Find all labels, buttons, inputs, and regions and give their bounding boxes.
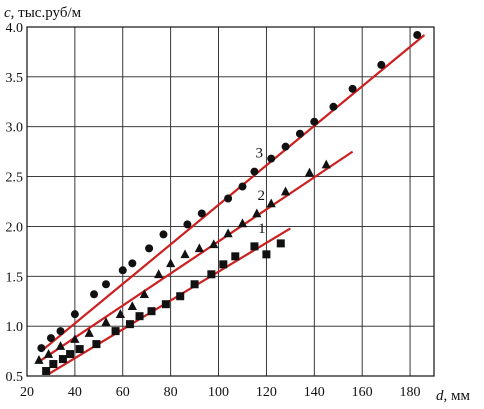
y-tick-label: 3.5 [6,71,24,86]
data-point-series-1 [147,307,156,316]
data-point-series-2 [70,334,80,343]
data-point-series-3 [238,182,247,191]
data-point-series-3 [70,310,79,319]
series-label-1: 1 [258,221,266,237]
trend-lines [40,34,426,375]
y-tick-label: 2.5 [6,171,24,186]
data-point-series-2 [43,349,54,358]
data-point-series-1 [176,292,185,301]
data-point-series-3 [118,266,127,275]
data-point-series-1 [231,252,240,261]
data-point-series-1 [75,345,84,354]
data-point-series-1 [111,327,120,336]
data-point-series-3 [145,244,154,253]
data-point-series-1 [135,312,144,321]
data-point-series-3 [267,154,276,163]
series-label-3: 3 [256,146,264,162]
data-point-series-1 [92,340,101,349]
data-point-series-2 [34,355,44,364]
data-point-series-2 [266,198,276,208]
data-point-series-1 [207,270,216,279]
x-tick-label: 40 [68,385,82,400]
x-tick-label: 140 [304,385,325,400]
data-point-series-3 [90,290,99,299]
data-point-series-1 [161,300,170,309]
data-point-series-1 [58,355,67,364]
data-point-series-1 [276,239,285,248]
series-labels: 1 2 3 [256,146,266,237]
data-point-series-2 [139,289,149,299]
x-axis-variable: d [436,388,444,404]
tick-labels: 20 40 60 80 100 120 140 160 180 0.5 1.0 1.5 2.0 2.5 3.… [6,21,421,400]
y-tick-label: 0.5 [6,370,24,385]
series-label-2: 2 [257,188,265,204]
data-point-series-1 [49,360,58,369]
data-markers [34,30,422,376]
data-point-series-2 [115,309,125,318]
x-axis-label: d, мм [436,388,470,404]
y-tick-label: 3.0 [6,121,24,136]
data-point-series-1 [190,280,199,289]
x-tick-label: 20 [20,385,34,400]
data-point-series-3 [102,280,111,289]
data-point-series-3 [128,259,137,268]
data-point-series-3 [224,194,233,203]
x-tick-label: 120 [256,385,277,400]
trend-line-series-3 [40,34,426,352]
data-point-series-3 [37,344,46,353]
data-point-series-3 [159,230,168,239]
y-tick-label: 2.0 [6,220,24,235]
data-point-series-3 [250,167,259,176]
data-point-series-2 [209,239,219,249]
grid [27,27,434,376]
x-tick-label: 100 [208,385,229,400]
data-point-series-3 [197,209,206,218]
data-point-series-2 [101,317,111,326]
data-point-series-2 [304,167,315,177]
data-point-series-3 [413,30,422,39]
data-point-series-1 [125,320,134,329]
x-tick-label: 60 [116,385,130,400]
data-point-series-2 [127,301,137,310]
y-axis-label: c, тыс.руб/м [4,5,82,21]
trend-line-series-2 [40,150,354,361]
data-point-series-3 [56,327,65,336]
data-point-series-1 [42,367,51,376]
data-point-series-3 [329,102,338,111]
data-point-series-2 [280,186,291,196]
x-tick-label: 80 [164,385,178,400]
data-point-series-2 [321,159,331,169]
data-point-series-1 [66,350,75,359]
data-point-series-2 [154,269,164,279]
y-tick-label: 1.5 [6,270,24,285]
y-tick-label: 1.0 [6,320,24,335]
data-point-series-2 [237,218,248,228]
y-tick-label: 4.0 [6,21,24,36]
x-tick-label: 160 [352,385,373,400]
plot-frame [26,26,435,377]
data-point-series-3 [281,142,290,151]
data-point-series-2 [180,249,190,259]
data-point-series-2 [84,328,94,337]
data-point-series-3 [310,117,319,126]
y-axis-unit: , тыс.руб/м [11,5,82,21]
data-point-series-3 [46,334,55,343]
data-point-series-3 [295,129,304,138]
data-point-series-1 [262,250,271,259]
data-point-series-2 [194,243,204,253]
data-point-series-3 [183,220,192,229]
data-point-series-3 [348,84,357,93]
data-point-series-1 [219,260,228,269]
x-axis-unit: , мм [444,388,471,404]
y-axis-variable: c [4,5,11,21]
data-point-series-3 [377,60,386,69]
data-point-series-2 [223,228,233,238]
data-point-series-2 [55,341,66,350]
data-point-series-1 [250,242,259,251]
x-tick-label: 180 [400,385,421,400]
data-point-series-2 [252,208,262,218]
data-point-series-2 [166,258,176,268]
